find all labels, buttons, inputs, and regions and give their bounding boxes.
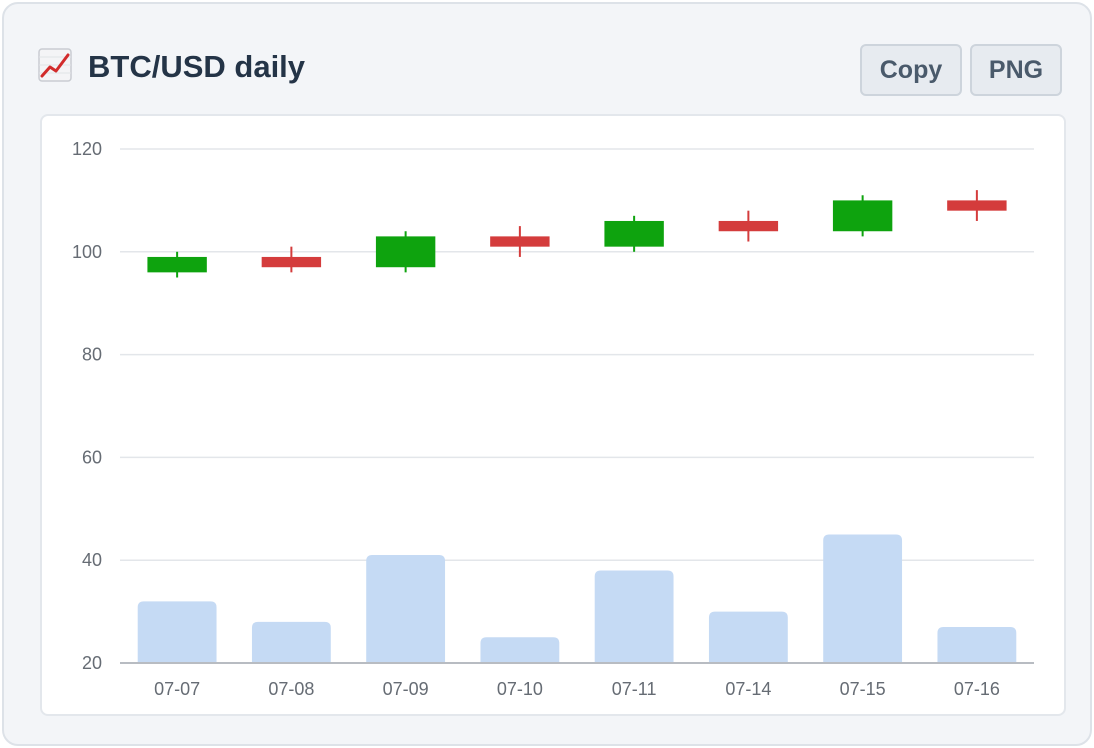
png-button[interactable]: PNG <box>970 44 1062 96</box>
volume-bar <box>823 534 903 663</box>
volume-bar <box>937 627 1017 663</box>
x-tick-label: 07-16 <box>954 679 1000 699</box>
page-title: BTC/USD daily <box>88 49 306 84</box>
y-tick-label: 60 <box>82 447 102 467</box>
volume-bar <box>708 611 788 663</box>
x-tick-label: 07-15 <box>840 679 886 699</box>
volume-bar <box>251 621 331 663</box>
chart-panel: 20 40 60 80 100 120 07-07 07-08 07-09 07-10 07-11 0… <box>40 114 1066 716</box>
x-tick-label: 07-14 <box>725 679 771 699</box>
y-tick-label: 100 <box>72 242 102 262</box>
candle-body-down <box>490 236 550 247</box>
candle-body-up <box>604 220 664 247</box>
candle-body-up <box>375 236 436 268</box>
volume-bar <box>480 637 560 663</box>
candle-body-down <box>718 220 779 232</box>
y-tick-label: 120 <box>72 139 102 159</box>
x-tick-label: 07-11 <box>612 679 657 699</box>
card-header: BTC/USD daily Copy PNG <box>38 44 1062 96</box>
candle-body-down <box>947 200 1007 211</box>
chart-increasing-icon <box>38 48 72 82</box>
y-tick-label: 40 <box>82 550 102 570</box>
x-tick-label: 07-08 <box>268 679 314 699</box>
candle-body-up <box>832 200 893 232</box>
volume-bar <box>366 555 446 663</box>
x-tick-label: 07-07 <box>154 679 200 699</box>
x-tick-label: 07-09 <box>383 679 429 699</box>
candle-body-down <box>261 256 322 268</box>
x-tick-label: 07-10 <box>497 679 543 699</box>
volume-bar <box>137 601 217 663</box>
volume-bar <box>594 570 674 663</box>
candle-body-up <box>147 256 207 273</box>
y-tick-label: 80 <box>82 345 102 365</box>
y-tick-label: 20 <box>82 653 102 673</box>
candlestick-chart: 20 40 60 80 100 120 07-07 07-08 07-09 07-10 07-11 0… <box>72 139 1034 699</box>
copy-button[interactable]: Copy <box>860 44 962 96</box>
